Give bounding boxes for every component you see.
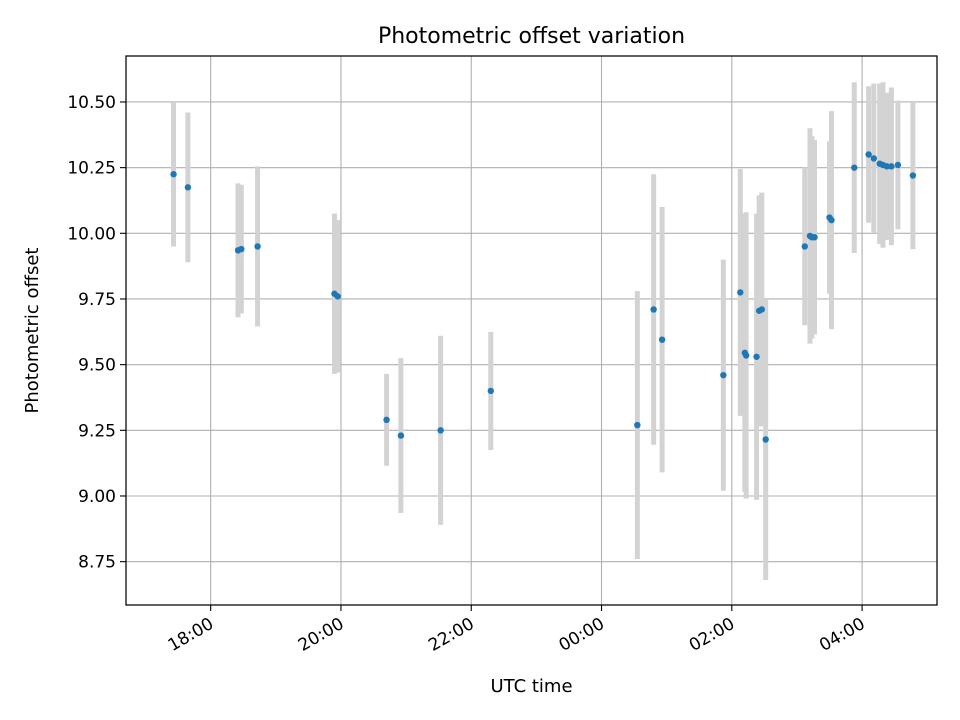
data-point	[894, 161, 902, 169]
data-point	[762, 436, 769, 443]
data-point	[909, 172, 917, 179]
y-axis-ticks: 8.75 9.00 9.25 9.50 9.75 10.00 10.25 10.50	[67, 93, 126, 573]
data-point	[801, 243, 808, 250]
grid	[126, 56, 937, 605]
data-point	[742, 352, 750, 359]
y-tick-label: 9.00	[78, 487, 116, 507]
data-point	[383, 416, 390, 424]
y-tick-label: 8.75	[78, 553, 116, 573]
data-point	[254, 243, 261, 250]
data-point	[397, 432, 405, 439]
y-tick-label: 9.25	[78, 421, 116, 441]
data-point	[170, 171, 177, 178]
y-tick-label: 10.25	[67, 159, 116, 179]
y-tick-label: 9.75	[78, 290, 116, 310]
x-axis-label: UTC time	[490, 676, 572, 697]
data-point	[658, 336, 666, 343]
y-tick-label: 10.00	[67, 224, 116, 244]
data-point	[720, 371, 727, 379]
data-point	[811, 234, 818, 241]
axes-frame	[125, 55, 938, 606]
plot-area	[126, 56, 937, 605]
data-point	[870, 155, 878, 162]
y-axis-label: Photometric offset	[22, 248, 43, 414]
chart-title: Photometric offset variation	[378, 24, 685, 49]
data-point	[650, 306, 657, 313]
data-point	[487, 387, 494, 395]
data-point	[184, 184, 192, 191]
data-point	[238, 245, 245, 253]
data-point	[737, 289, 744, 296]
y-tick-label: 10.50	[67, 93, 116, 113]
data-point	[851, 164, 858, 171]
data-point	[753, 353, 760, 360]
data-point	[758, 306, 765, 313]
data-point	[828, 216, 835, 224]
data-point	[437, 427, 444, 434]
data-point	[888, 163, 895, 170]
y-tick-label: 9.50	[78, 356, 116, 376]
data-point	[865, 151, 872, 158]
data-point	[334, 293, 341, 300]
data-point	[883, 163, 891, 170]
data-points	[170, 151, 917, 443]
data-point	[634, 421, 641, 429]
